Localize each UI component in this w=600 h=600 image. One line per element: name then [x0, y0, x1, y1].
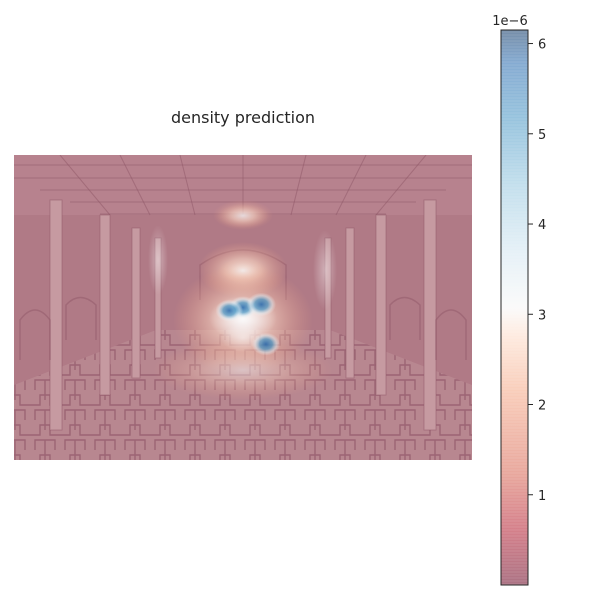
density-hotspot	[221, 324, 265, 352]
chart-title: density prediction	[171, 108, 315, 127]
glow-floor	[153, 340, 333, 400]
density-hotspot	[217, 258, 269, 283]
colorbar-offset-label: 1e−6	[492, 14, 527, 29]
colorbar-fill	[501, 30, 528, 585]
colorbar-frame	[500, 29, 529, 586]
density-hotspot	[246, 292, 276, 317]
colorbar-tick-label: 3	[538, 308, 546, 323]
colorbar-ticks: 1 2 3 4 5 6	[528, 38, 546, 504]
colorbar-tick-label: 1	[538, 489, 546, 504]
colorbar-tick-label: 6	[538, 38, 546, 53]
colorbar-hatching	[501, 31, 528, 585]
density-hotspot	[215, 299, 244, 322]
colorbar-tick-label: 4	[538, 218, 546, 233]
glow-left-light	[148, 225, 168, 295]
colorbar-tick-label: 2	[538, 399, 546, 414]
pillars	[49, 199, 437, 431]
heatmap-image	[14, 155, 472, 460]
density-hotspots	[215, 204, 281, 356]
density-hotspot	[217, 204, 269, 228]
colorbar-tick-label: 5	[538, 128, 546, 143]
colorbar: 1 2 3 4 5 6 1e−6	[492, 14, 546, 586]
glow-right-light	[313, 230, 337, 310]
ceiling-grid	[14, 155, 472, 216]
